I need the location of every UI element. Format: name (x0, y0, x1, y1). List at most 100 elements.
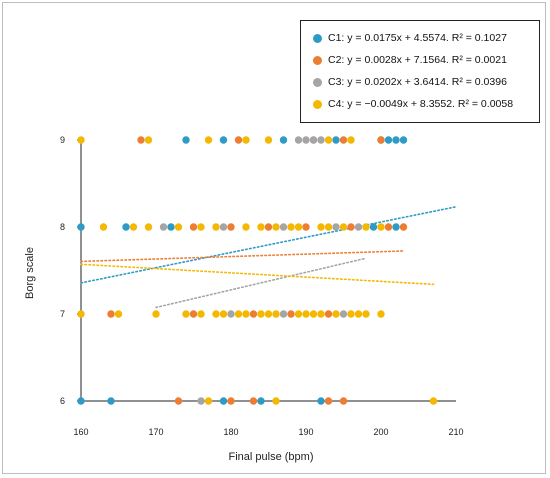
legend-marker (313, 99, 322, 109)
trend-line-c3 (155, 257, 367, 309)
y-axis-label: Borg scale (24, 247, 36, 299)
data-point-c4 (257, 310, 265, 318)
data-point-c4 (429, 397, 438, 405)
data-point-c4 (302, 310, 310, 318)
data-point-c4 (332, 310, 340, 318)
data-point-c2 (347, 223, 355, 231)
y-tick-label: 6 (60, 396, 65, 406)
legend-label: C4: y = −0.0049x + 8.3552. R² = 0.0058 (328, 98, 514, 110)
data-point-c4 (287, 223, 295, 231)
data-point-c4 (377, 310, 385, 318)
data-point-c2 (399, 223, 408, 231)
legend-label: C3: y = 0.0202x + 3.6414. R² = 0.0396 (328, 76, 507, 88)
data-point-c4 (264, 136, 273, 144)
data-point-c3 (309, 136, 318, 144)
x-tick-label: 210 (448, 427, 463, 437)
data-point-c4 (309, 310, 318, 318)
data-point-c1 (122, 223, 130, 231)
data-point-c1 (369, 223, 378, 231)
data-point-c4 (257, 223, 265, 231)
data-point-c1 (392, 223, 400, 231)
data-point-c4 (347, 310, 355, 318)
data-point-c4 (77, 310, 85, 318)
x-tick-label: 180 (223, 427, 238, 437)
data-point-c4 (212, 223, 220, 231)
data-point-c2 (339, 397, 348, 405)
legend-label: C1: y = 0.0175x + 4.5574. R² = 0.1027 (328, 32, 507, 44)
data-point-c3 (279, 223, 288, 231)
data-point-c2 (302, 223, 310, 231)
data-point-c4 (317, 223, 325, 231)
y-tick-label: 8 (60, 222, 65, 232)
data-point-c4 (77, 136, 85, 144)
data-point-c4 (264, 310, 273, 318)
data-point-c2 (249, 397, 258, 405)
data-point-c3 (197, 397, 205, 405)
data-point-c4 (362, 223, 370, 231)
x-tick-label: 200 (373, 427, 388, 437)
x-tick-label: 170 (148, 427, 163, 437)
data-point-c4 (99, 223, 108, 231)
data-point-c2 (324, 310, 333, 318)
data-point-c2 (227, 397, 235, 405)
x-tick-label: 160 (73, 427, 88, 437)
legend-marker (313, 55, 322, 65)
data-point-c4 (339, 223, 348, 231)
data-point-c1 (279, 136, 288, 144)
data-point-c2 (107, 310, 115, 318)
data-point-c4 (114, 310, 123, 318)
legend-marker (313, 33, 322, 43)
data-point-c2 (324, 397, 333, 405)
data-point-c4 (324, 136, 333, 144)
data-point-c1 (167, 223, 175, 231)
data-point-c4 (219, 310, 228, 318)
data-point-c3 (339, 310, 348, 318)
data-point-c4 (317, 310, 325, 318)
trend-line-c2 (80, 250, 405, 263)
data-point-c4 (242, 223, 250, 231)
data-point-c3 (294, 136, 303, 144)
data-point-c4 (294, 310, 303, 318)
data-point-c4 (152, 310, 160, 318)
data-point-c4 (272, 223, 280, 231)
data-point-c1 (392, 136, 400, 144)
data-point-c2 (137, 136, 145, 144)
data-point-c4 (294, 223, 303, 231)
data-point-c2 (384, 223, 393, 231)
data-point-c3 (227, 310, 235, 318)
data-point-c4 (234, 310, 243, 318)
data-points (77, 136, 438, 405)
data-point-c1 (77, 223, 85, 231)
data-point-c2 (189, 223, 198, 231)
data-point-c4 (354, 310, 363, 318)
data-point-c2 (234, 136, 243, 144)
trend-line-c4 (80, 263, 435, 286)
data-point-c4 (144, 223, 153, 231)
data-point-c4 (212, 310, 220, 318)
data-point-c4 (144, 136, 153, 144)
scatter-chart: 6 7 8 9 160 170 180 190 200 210 Final pulse (bpm)… (24, 135, 464, 463)
data-point-c1 (107, 397, 115, 405)
data-point-c2 (227, 223, 235, 231)
x-axis-label: Final pulse (bpm) (229, 451, 314, 463)
y-tick-label: 7 (60, 309, 65, 319)
legend-marker (313, 77, 322, 87)
data-point-c4 (272, 310, 280, 318)
data-point-c3 (302, 136, 310, 144)
data-point-c1 (384, 136, 393, 144)
data-point-c4 (174, 223, 183, 231)
trend-line-c1 (80, 205, 457, 284)
data-point-c3 (317, 136, 325, 144)
data-point-c4 (362, 310, 370, 318)
data-point-c4 (324, 223, 333, 231)
data-point-c4 (204, 397, 213, 405)
data-point-c4 (129, 223, 138, 231)
legend-entry-c3: C3: y = 0.0202x + 3.6414. R² = 0.0396 (313, 71, 539, 93)
data-point-c4 (182, 310, 190, 318)
data-point-c4 (197, 310, 205, 318)
data-point-c4 (272, 397, 280, 405)
data-point-c4 (197, 223, 205, 231)
legend-entry-c4: C4: y = −0.0049x + 8.3552. R² = 0.0058 (313, 93, 539, 115)
data-point-c2 (174, 397, 183, 405)
legend: C1: y = 0.0175x + 4.5574. R² = 0.1027 C2:… (300, 20, 540, 123)
